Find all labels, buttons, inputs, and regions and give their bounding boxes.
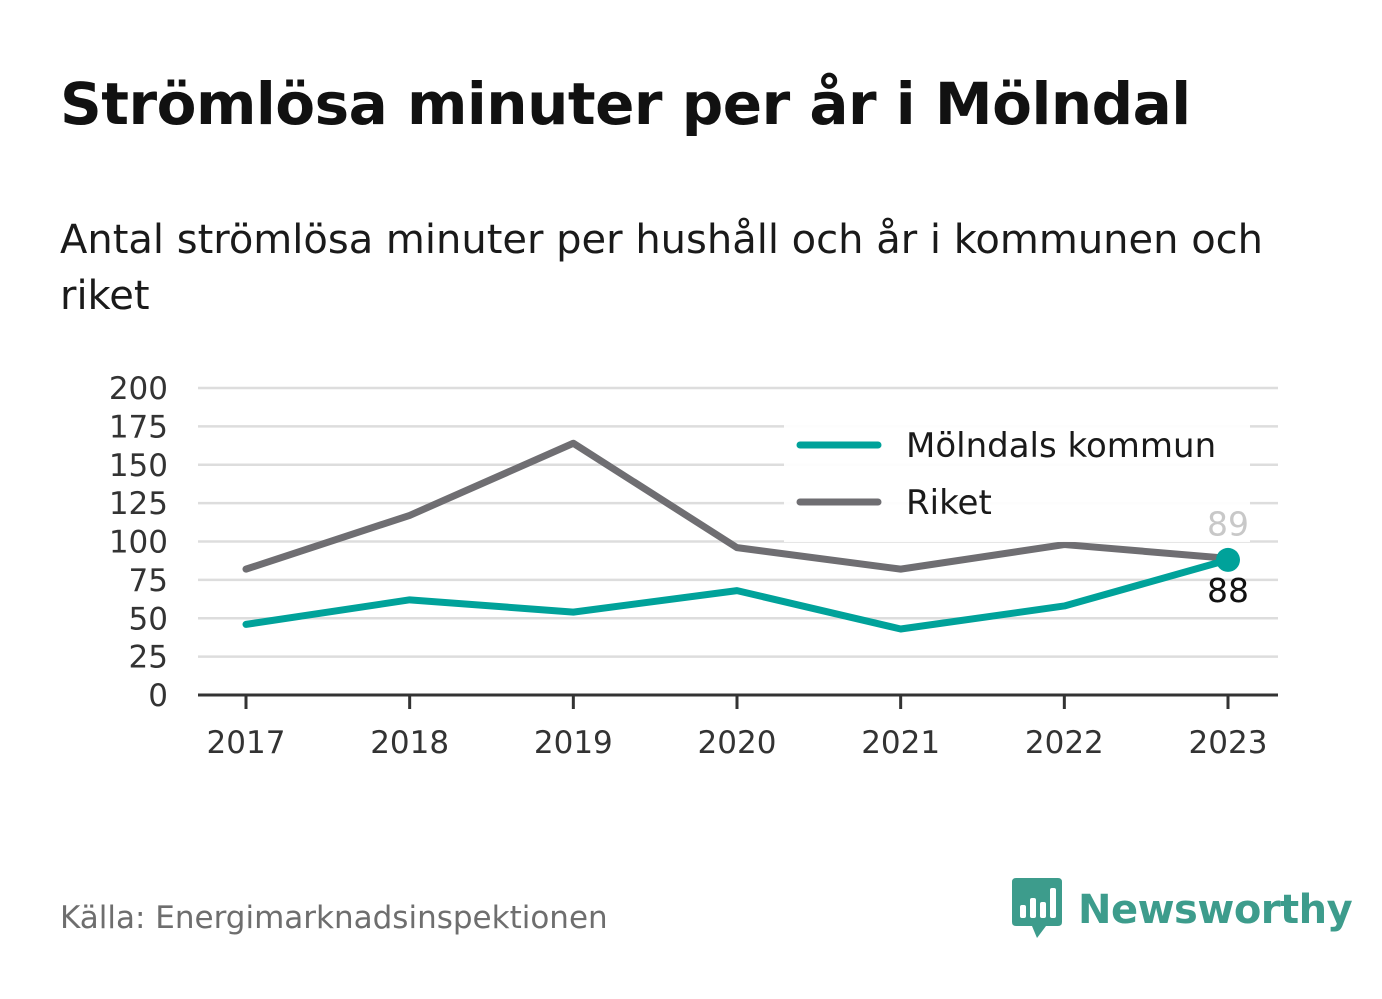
x-tick-label: 2020 xyxy=(698,725,777,761)
brand-name: Newsworthy xyxy=(1078,887,1353,933)
y-tick-label: 100 xyxy=(109,525,168,561)
x-tick-label: 2023 xyxy=(1189,725,1268,761)
series-line-molndal xyxy=(242,556,1232,633)
chart-title: Strömlösa minuter per år i Mölndal xyxy=(60,70,1191,138)
x-tick-label: 2017 xyxy=(207,725,286,761)
y-tick-label: 0 xyxy=(148,678,168,714)
y-tick-label: 150 xyxy=(109,448,168,484)
legend: Mölndals kommun Riket xyxy=(784,420,1250,542)
x-tick-label: 2022 xyxy=(1025,725,1104,761)
legend-background xyxy=(784,420,1250,542)
legend-label: Riket xyxy=(906,483,992,523)
x-tick-label: 2021 xyxy=(861,725,940,761)
y-tick-label: 200 xyxy=(109,371,168,407)
series-end-marker xyxy=(1216,547,1240,572)
y-tick-label: 125 xyxy=(109,486,168,522)
legend-label: Mölndals kommun xyxy=(906,426,1216,466)
x-tick-label: 2018 xyxy=(370,725,449,761)
molndal-end-label: 88 xyxy=(1207,571,1249,610)
y-tick-label: 50 xyxy=(129,601,168,637)
brand-logo: Newsworthy xyxy=(1010,878,1353,942)
chart-subtitle: Antal strömlösa minuter per hushåll och … xyxy=(60,217,1264,319)
source-note: Källa: Energimarknadsinspektionen xyxy=(60,900,608,936)
y-tick-label: 25 xyxy=(129,640,168,676)
y-tick-label: 175 xyxy=(109,409,168,445)
riket-end-label: 89 xyxy=(1207,504,1249,543)
newsworthy-logo-icon xyxy=(1012,878,1062,938)
x-tick-label: 2019 xyxy=(534,725,613,761)
x-axis: 2017 2018 2019 2020 2021 2022 2023 xyxy=(198,693,1278,761)
series-lines xyxy=(242,439,1240,633)
end-labels: 89 88 xyxy=(1207,504,1249,610)
series-line-riket xyxy=(242,439,1232,573)
y-tick-label: 75 xyxy=(129,563,168,599)
